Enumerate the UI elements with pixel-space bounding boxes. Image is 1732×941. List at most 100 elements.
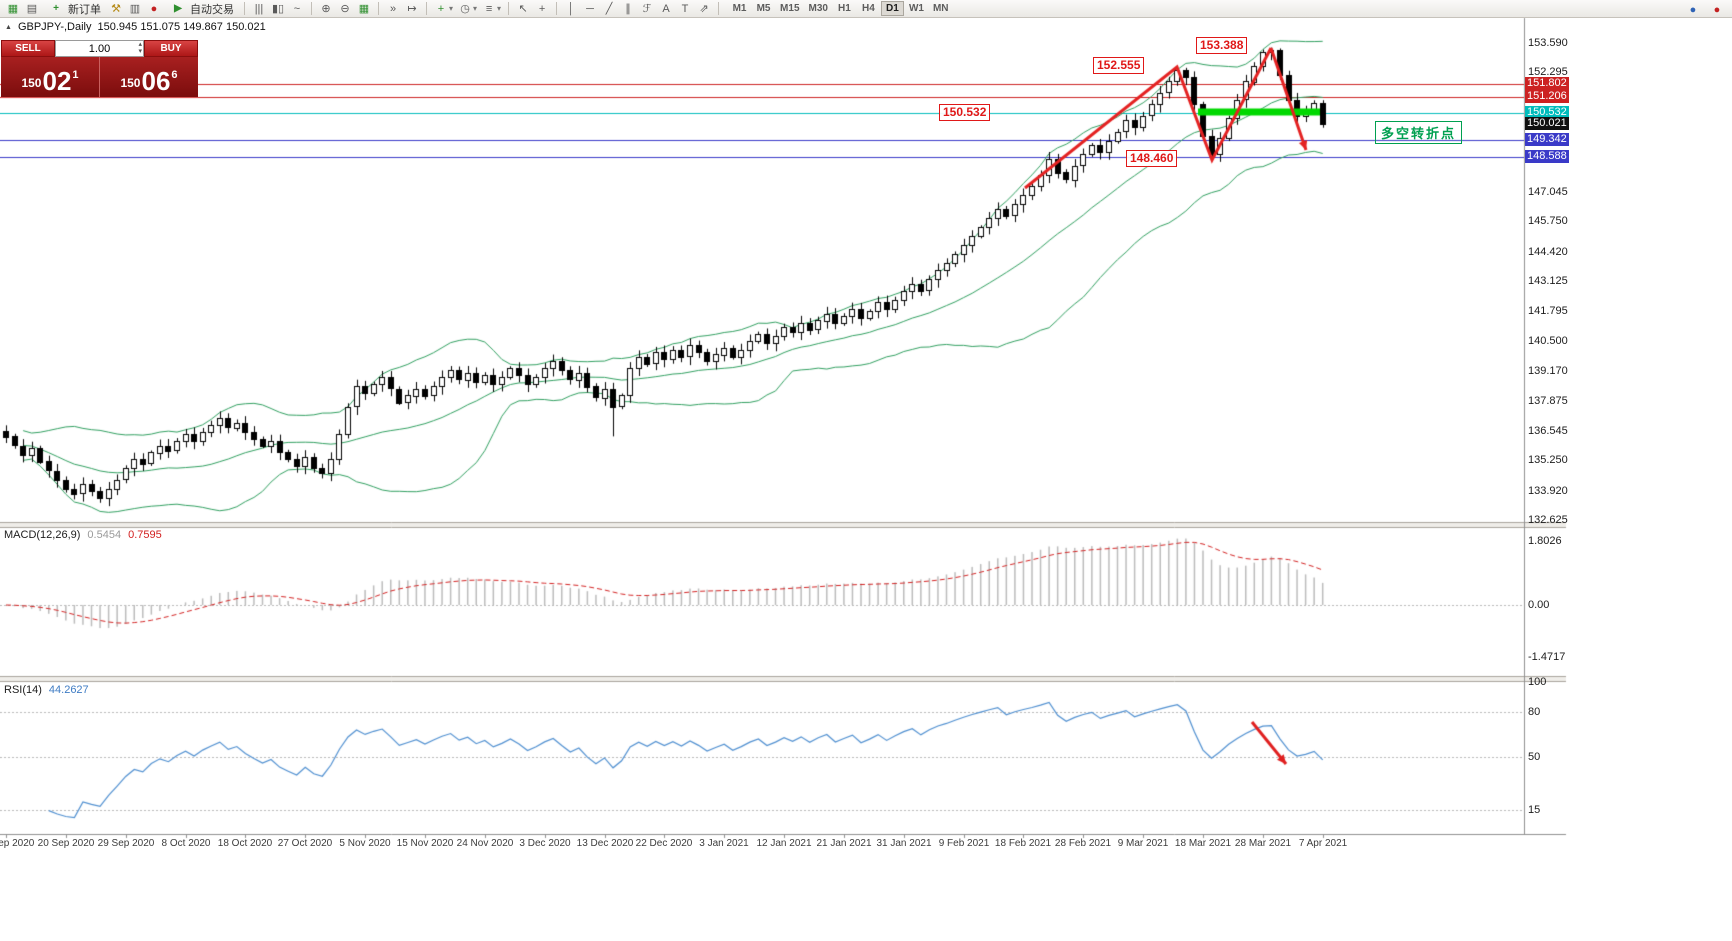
- date-label: 9 Feb 2021: [938, 838, 990, 849]
- notifications-icon[interactable]: ●: [1713, 3, 1721, 16]
- volume-input[interactable]: 1.00 ▴ ▾: [55, 40, 144, 57]
- profiles-icon[interactable]: ▤: [26, 3, 38, 15]
- date-label: 21 Jan 2021: [816, 838, 872, 849]
- text-icon[interactable]: A: [662, 2, 670, 15]
- market-icon[interactable]: ●: [150, 2, 158, 15]
- new-order-button[interactable]: + 新订单: [42, 1, 106, 17]
- price-callout[interactable]: 153.388: [1196, 37, 1248, 54]
- cursor-icon[interactable]: ↖: [518, 3, 528, 15]
- buy-price-button[interactable]: 150 06 6: [100, 57, 198, 97]
- toolbar-separator: [556, 2, 558, 15]
- date-label: 20 Sep 2020: [37, 838, 95, 849]
- price-callout[interactable]: 150.532: [939, 104, 991, 121]
- zoom-in-icon[interactable]: ⊕: [321, 3, 331, 15]
- price-axis-label: 143.125: [1528, 275, 1568, 287]
- volume-value: 1.00: [88, 42, 111, 55]
- timeframe-h1[interactable]: H1: [833, 1, 856, 16]
- fibonacci-icon[interactable]: ℱ: [642, 3, 652, 15]
- bar-chart-icon[interactable]: |||: [254, 2, 264, 15]
- price-axis-label: 153.590: [1528, 37, 1568, 49]
- timeframe-m1[interactable]: M1: [728, 1, 751, 16]
- periods-icon[interactable]: ◷: [460, 3, 470, 15]
- periods-dropdown-icon[interactable]: ▾: [473, 4, 478, 13]
- candlestick-chart-icon[interactable]: ▮▯: [271, 3, 285, 15]
- symbol-name: GBPJPY-,Daily: [17, 21, 92, 33]
- turning-point-note[interactable]: 多空转折点: [1375, 121, 1463, 144]
- timeframe-mn[interactable]: MN: [929, 1, 953, 16]
- timeframe-m5[interactable]: M5: [752, 1, 775, 16]
- price-axis-label: 137.875: [1528, 395, 1568, 407]
- date-label: 9 Mar 2021: [1117, 838, 1169, 849]
- volume-down-icon[interactable]: ▾: [138, 48, 142, 55]
- label-icon[interactable]: T: [681, 2, 689, 15]
- timeframe-m15[interactable]: M15: [776, 1, 803, 16]
- expert-advisors-icon[interactable]: ⚒: [111, 3, 121, 15]
- buy-price-prefix: 150: [120, 76, 141, 90]
- macd-name: MACD(12,26,9): [4, 529, 81, 541]
- volume-stepper: ▴ ▾: [138, 41, 142, 55]
- timeframe-m30[interactable]: M30: [805, 1, 832, 16]
- indicators-dropdown-icon[interactable]: ▾: [449, 4, 454, 13]
- sell-price-point: 1: [72, 69, 79, 81]
- crosshair-icon[interactable]: +: [538, 2, 546, 15]
- rsi-name: RSI(14): [4, 684, 42, 696]
- autotrading-button[interactable]: ▶ 自动交易: [164, 1, 239, 17]
- tile-windows-icon[interactable]: ▦: [358, 3, 370, 15]
- date-label: 12 Jan 2021: [756, 838, 812, 849]
- price-callout[interactable]: 148.460: [1126, 150, 1178, 167]
- new-order-label: 新订单: [68, 3, 101, 16]
- date-label: 28 Mar 2021: [1234, 838, 1292, 849]
- chart-shift-icon[interactable]: ↦: [407, 3, 417, 15]
- buy-price-pips: 06: [141, 66, 171, 96]
- trendline-icon[interactable]: ╱: [605, 3, 613, 15]
- buy-button[interactable]: BUY: [144, 40, 198, 57]
- sell-price-prefix: 150: [21, 76, 42, 90]
- arrows-icon[interactable]: ⇗: [699, 3, 709, 15]
- date-label: 3 Dec 2020: [519, 838, 571, 849]
- sell-price-button[interactable]: 150 02 1: [1, 57, 100, 97]
- macd-axis-label: 0.00: [1528, 599, 1550, 611]
- macd-axis-label: 1.8026: [1528, 535, 1562, 547]
- new-chart-icon[interactable]: ▦: [7, 3, 19, 15]
- date-label: 10 Sep 2020: [0, 838, 35, 849]
- price-axis-label: 147.045: [1528, 186, 1568, 198]
- date-label: 7 Apr 2021: [1298, 838, 1348, 849]
- vertical-line-icon[interactable]: │: [567, 2, 575, 15]
- date-label: 3 Jan 2021: [699, 838, 749, 849]
- channel-icon[interactable]: ∥: [625, 3, 631, 15]
- price-axis-label: 152.295: [1528, 66, 1568, 78]
- date-label: 18 Mar 2021: [1174, 838, 1232, 849]
- macd-axis-label: -1.4717: [1528, 651, 1566, 663]
- auto-scroll-icon[interactable]: »: [389, 2, 397, 15]
- price-axis-label: 141.795: [1528, 305, 1568, 317]
- timeframe-w1[interactable]: W1: [905, 1, 928, 16]
- horizontal-line-icon[interactable]: ─: [586, 2, 594, 15]
- date-label: 24 Nov 2020: [456, 838, 514, 849]
- rsi-axis-label: 50: [1528, 751, 1541, 763]
- timeframe-d1[interactable]: D1: [880, 1, 904, 16]
- toolbar-separator: [311, 2, 312, 15]
- indicators-add-icon[interactable]: +: [437, 2, 445, 15]
- line-chart-icon[interactable]: ~: [293, 2, 301, 15]
- templates-dropdown-icon[interactable]: ▾: [497, 4, 502, 13]
- volume-up-icon[interactable]: ▴: [138, 41, 142, 48]
- community-icon[interactable]: ●: [1689, 3, 1697, 16]
- date-label: 27 Oct 2020: [277, 838, 333, 849]
- price-callout[interactable]: 152.555: [1093, 57, 1145, 74]
- zoom-out-icon[interactable]: ⊖: [340, 3, 350, 15]
- price-line-badge: 148.588: [1525, 150, 1569, 163]
- scripts-icon[interactable]: ▥: [129, 3, 141, 15]
- price-line-badge: 151.802: [1525, 77, 1569, 90]
- date-label: 8 Oct 2020: [161, 838, 211, 849]
- toolbar-separator: [718, 2, 720, 15]
- price-axis-label: 135.250: [1528, 454, 1568, 466]
- sell-button[interactable]: SELL: [1, 40, 55, 57]
- price-axis-label: 140.500: [1528, 335, 1568, 347]
- price-line-badge: 151.206: [1525, 90, 1569, 103]
- date-label: 15 Nov 2020: [396, 838, 454, 849]
- rsi-axis-label: 100: [1528, 676, 1547, 688]
- templates-icon[interactable]: ≡: [485, 2, 493, 15]
- timeframe-h4[interactable]: H4: [857, 1, 880, 16]
